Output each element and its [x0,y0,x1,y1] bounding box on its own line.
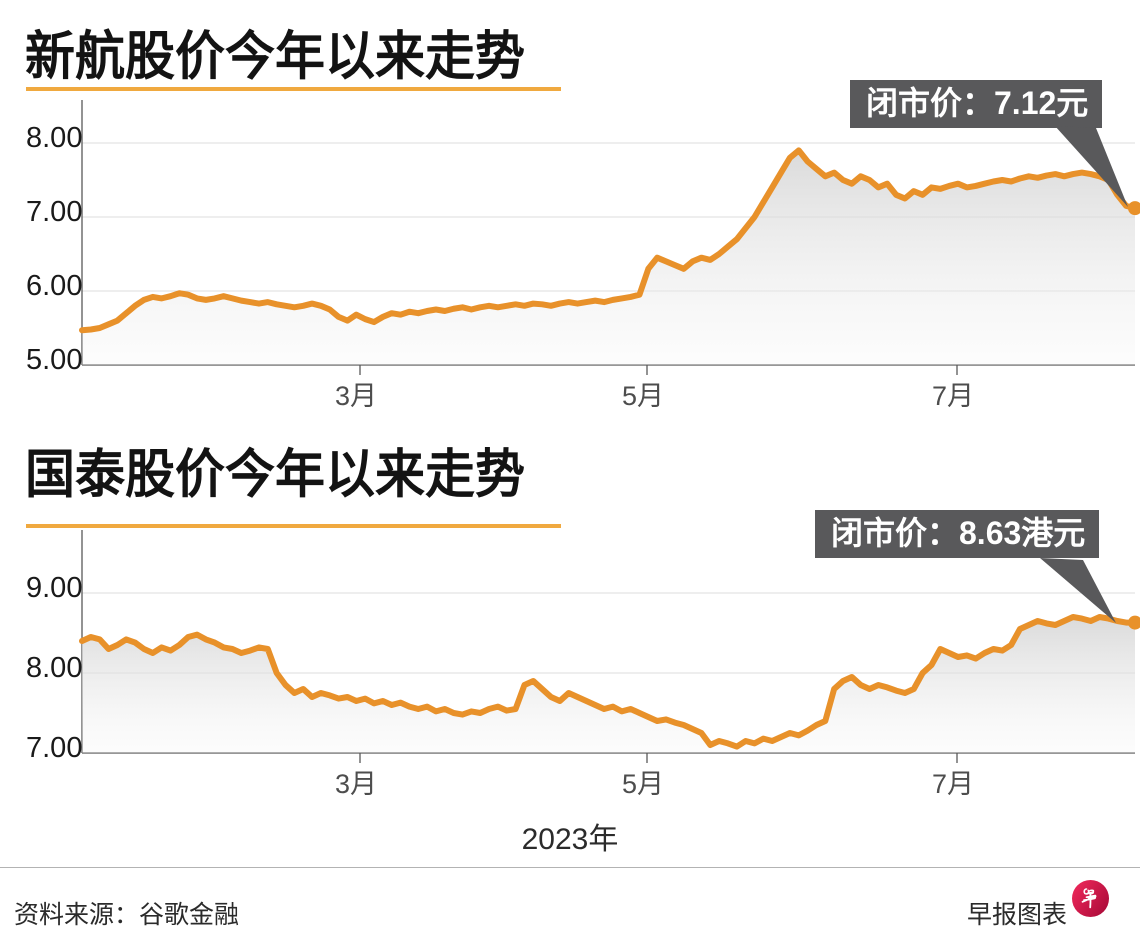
svg-text:7月: 7月 [932,381,974,411]
svg-text:5.00: 5.00 [26,344,82,376]
svg-text:7.00: 7.00 [26,732,82,764]
svg-text:7月: 7月 [932,769,974,799]
svg-text:5月: 5月 [622,381,664,411]
svg-text:5月: 5月 [622,769,664,799]
svg-text:3月: 3月 [335,769,377,799]
svg-text:6.00: 6.00 [26,270,82,302]
svg-text:8.00: 8.00 [26,122,82,154]
svg-text:8.00: 8.00 [26,652,82,684]
svg-text:3月: 3月 [335,381,377,411]
svg-text:9.00: 9.00 [26,572,82,604]
svg-text:7.00: 7.00 [26,196,82,228]
